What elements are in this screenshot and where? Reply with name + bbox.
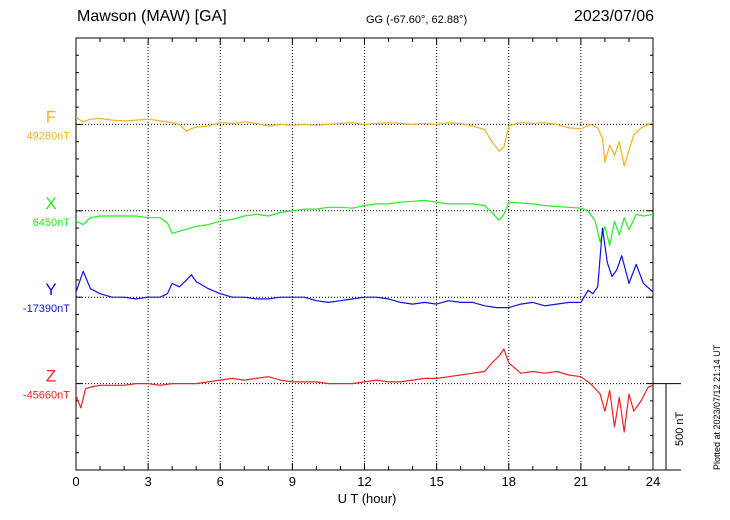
geographic-coords: GG (-67.60°, 62.88°) (366, 14, 468, 26)
x-tick-label: 21 (574, 474, 588, 489)
series-y-baseline-label: -17390nT (23, 303, 70, 315)
grid-lines (147, 38, 582, 470)
series-y-name: Y (45, 280, 56, 299)
series-x-name: X (45, 194, 56, 213)
x-tick-label: 3 (145, 474, 152, 489)
station-title: Mawson (MAW) [GA] (77, 8, 227, 25)
series-f-line (75, 116, 654, 167)
x-tick-labels: 0 3 6 9 12 15 18 21 24 (72, 474, 660, 489)
x-tick-label: 6 (217, 474, 224, 489)
x-tick-label: 0 (72, 474, 79, 489)
series-layer: F 49280nT X 6450nT Y -17390nT Z -45660nT (23, 107, 654, 433)
series-f-baseline-label: 49280nT (27, 130, 71, 142)
series-z-baseline-label: -45660nT (23, 390, 70, 402)
plotted-timestamp: Plotted at 2023/07/12 21:14 UT (712, 344, 722, 470)
axis-ticks (75, 37, 654, 471)
x-tick-label: 9 (289, 474, 296, 489)
series-x-baseline-label: 6450nT (33, 217, 71, 229)
x-axis-label: U T (hour) (0, 491, 730, 506)
series-f-name: F (46, 107, 56, 126)
scale-bar-label: 500 nT (674, 411, 686, 446)
x-axis-label-text: U T (hour) (337, 491, 397, 506)
x-tick-label: 15 (429, 474, 443, 489)
series-y-line (75, 227, 654, 309)
scale-bar (653, 383, 681, 471)
plot-date: 2023/07/06 (573, 8, 654, 25)
x-tick-label: 18 (502, 474, 516, 489)
series-x-line (75, 199, 654, 246)
series-z-line (75, 348, 654, 433)
x-tick-label: 24 (646, 474, 660, 489)
x-tick-label: 12 (357, 474, 371, 489)
series-z-name: Z (46, 367, 56, 386)
